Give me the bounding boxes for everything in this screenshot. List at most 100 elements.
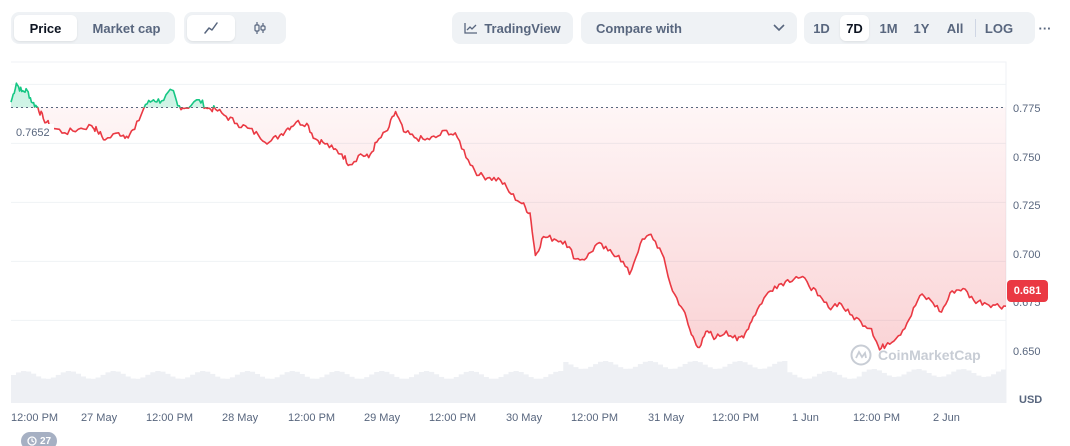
volume-bar: [140, 377, 146, 403]
volume-bar: [732, 361, 738, 403]
volume-bar: [513, 371, 519, 403]
volume-bar: [642, 361, 649, 403]
volume-bar: [936, 376, 942, 403]
volume-bar: [170, 376, 176, 403]
volume-bar: [677, 366, 683, 403]
volume-bar: [473, 371, 479, 403]
volume-bar: [105, 372, 111, 403]
volume-bar: [488, 378, 494, 403]
volume-bar: [413, 374, 420, 403]
y-tick-label: 0.725: [1013, 200, 1041, 212]
line-chart-icon: [204, 22, 218, 34]
more-options-button[interactable]: ···: [1038, 20, 1052, 36]
volume-bar: [135, 378, 141, 403]
volume-bar: [294, 371, 300, 403]
volume-bar: [991, 374, 997, 403]
volume-bar: [682, 364, 688, 403]
volume-bar: [617, 367, 624, 403]
volume-bar: [707, 367, 713, 403]
volume-bar: [961, 369, 967, 403]
x-tick-label: 30 May: [506, 412, 543, 424]
volume-bar: [722, 366, 728, 403]
volume-bar: [802, 378, 808, 403]
volume-bar: [75, 373, 81, 403]
volume-bar: [956, 369, 962, 403]
volume-bar: [697, 362, 703, 403]
range-1y-button[interactable]: 1Y: [913, 20, 930, 36]
volume-bar: [195, 372, 201, 403]
chart-toolbar: Price Market cap TradingView Compare wit…: [0, 0, 1070, 56]
coinmarketcap-watermark: CoinMarketCap: [850, 344, 981, 366]
tradingview-label: TradingView: [484, 20, 561, 36]
volume-bar: [369, 374, 375, 403]
volume-bar: [70, 371, 76, 403]
volume-bar: [175, 378, 181, 403]
volume-bar: [941, 376, 947, 403]
range-7d-button[interactable]: 7D: [840, 15, 869, 41]
range-all-button[interactable]: All: [946, 20, 964, 36]
candlestick-button[interactable]: [237, 15, 283, 41]
volume-bar: [518, 371, 524, 403]
x-tick-label: 12:00 PM: [853, 412, 901, 424]
volume-bar: [95, 377, 101, 403]
log-scale-button[interactable]: LOG: [984, 20, 1014, 36]
volume-bar: [782, 361, 788, 403]
price-tab[interactable]: Price: [14, 15, 77, 41]
volume-bar: [946, 374, 952, 403]
volume-bar: [772, 363, 778, 403]
range-1d-button[interactable]: 1D: [813, 20, 830, 36]
price-line-up: [10, 82, 216, 108]
history-badge[interactable]: 27: [21, 432, 57, 446]
volume-bar: [612, 364, 619, 403]
chevron-down-icon: [773, 24, 785, 32]
tradingview-button[interactable]: TradingView: [452, 12, 573, 44]
volume-bar: [931, 375, 937, 403]
volume-bar: [563, 362, 569, 403]
volume-bar: [667, 368, 673, 403]
range-1m-button[interactable]: 1M: [879, 20, 898, 36]
volume-bar: [553, 371, 559, 403]
volume-bar: [50, 377, 57, 403]
y-tick-label: 0.650: [1013, 346, 1041, 358]
volume-bar: [971, 373, 977, 403]
volume-bar: [578, 368, 584, 403]
volume-bar: [379, 371, 385, 403]
volume-bar: [35, 376, 42, 403]
volume-bar: [180, 378, 186, 403]
volume-bar: [463, 371, 469, 403]
volume-bar: [453, 377, 460, 403]
volume-bar: [45, 378, 52, 403]
volume-bar: [777, 361, 783, 403]
volume-bar: [264, 378, 270, 403]
volume-bar: [374, 372, 380, 403]
compare-with-dropdown[interactable]: Compare with: [581, 12, 797, 44]
volume-bar: [165, 373, 171, 403]
x-tick-label: 27 May: [81, 412, 118, 424]
volume-bar: [821, 371, 828, 403]
volume-bar: [737, 361, 743, 403]
volume-bar: [548, 374, 554, 403]
volume-bar: [727, 363, 733, 403]
volume-bar: [289, 371, 295, 403]
volume-bar: [185, 377, 191, 403]
volume-bar: [503, 374, 509, 403]
line-chart-button[interactable]: [187, 15, 235, 41]
volume-bar: [811, 376, 818, 403]
volume-bar: [190, 374, 196, 403]
volume-bar: [314, 378, 320, 403]
market-cap-tab[interactable]: Market cap: [92, 20, 161, 36]
volume-bar: [523, 374, 529, 403]
volume-bar: [996, 371, 1002, 403]
volume-bar: [145, 374, 151, 403]
volume-bar: [284, 372, 290, 403]
range-divider: [975, 19, 976, 37]
volume-bar: [588, 366, 594, 403]
volume-bar: [418, 371, 425, 403]
volume-bar: [269, 378, 275, 403]
watermark-text: CoinMarketCap: [878, 347, 981, 363]
x-tick-label: 12:00 PM: [571, 412, 619, 424]
volume-bar: [886, 375, 892, 403]
volume-bar: [359, 378, 365, 403]
volume-bar: [15, 372, 22, 403]
